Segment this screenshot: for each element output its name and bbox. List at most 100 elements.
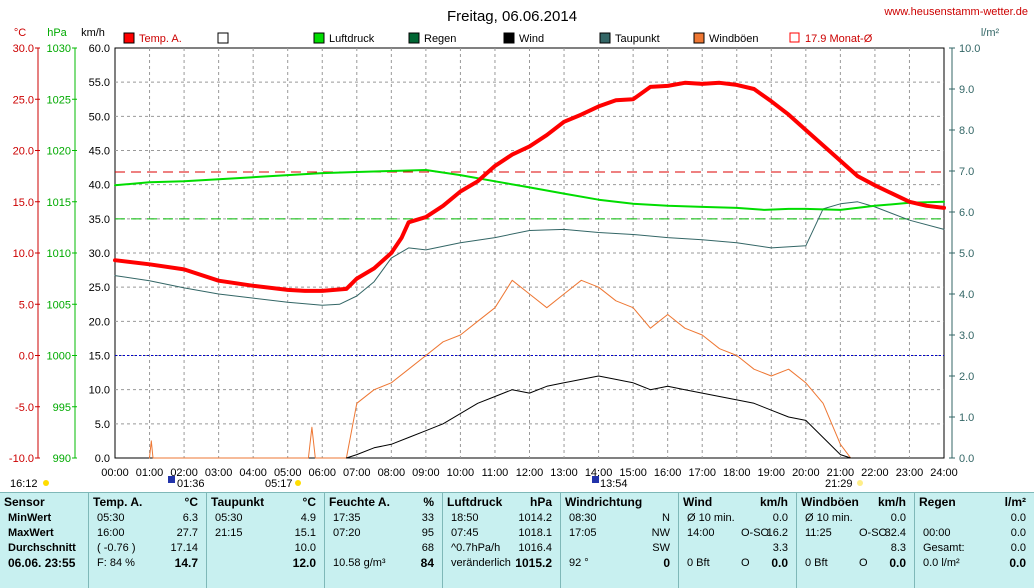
stats-row: ^0.7hPa/h 1016.4 — [447, 541, 556, 556]
stats-column-windb-en: Windböen km/h Ø 10 min. 0.0 11:25 O-SO 32.4 8.3… — [796, 493, 914, 588]
stats-row: 07:20 95 — [329, 526, 438, 541]
stats-cell-direction: O-SO — [859, 527, 888, 539]
wind-tick-label: 25.0 — [89, 282, 110, 294]
stats-cell-value: 0.0 — [889, 556, 906, 570]
series-temp-a — [113, 80, 946, 293]
stats-cell-value: 17.14 — [170, 542, 198, 554]
stats-header: Luftdruck hPa — [447, 493, 556, 511]
legend-swatch — [313, 32, 325, 44]
legend-swatch — [123, 32, 135, 44]
temp-tick-label: -10.0 — [9, 453, 34, 465]
stats-cell-value: 32.4 — [884, 527, 906, 539]
wind-tick-label: 50.0 — [89, 111, 110, 123]
x-tick-label: 03:00 — [205, 467, 233, 479]
stats-row: 21:15 15.1 — [211, 526, 320, 541]
stats-cell-time: 17:35 — [333, 512, 361, 524]
stats-cell-time: 92 ° — [569, 557, 589, 569]
site-url[interactable]: www.heusenstamm-wetter.de — [884, 6, 1028, 18]
stats-header: Regen l/m² — [919, 493, 1030, 511]
temp-tick-label: 25.0 — [13, 94, 34, 106]
rain-tick-label: 0.0 — [959, 453, 974, 465]
stats-cell-value: 95 — [421, 527, 434, 539]
x-tick-label: 10:00 — [447, 467, 475, 479]
unit-temp: °C — [14, 27, 26, 39]
stats-column-luftdruck: Luftdruck hPa 18:50 1014.2 07:45 1018.1 ^0.7hP… — [442, 493, 560, 588]
stats-cell-value: 1015.2 — [515, 556, 552, 570]
stats-row: 12.0 — [211, 556, 320, 571]
stats-cell-time: 00:00 — [923, 527, 951, 539]
stats-cell-time: 0 Bft — [687, 557, 710, 569]
x-tick-label: 02:00 — [170, 467, 198, 479]
sunset-time: 21:29 — [825, 478, 853, 490]
wind-tick-label: 45.0 — [89, 146, 110, 158]
sunset-icon — [857, 480, 863, 486]
wind-tick-label: 35.0 — [89, 214, 110, 226]
stats-row: 17:05 NW — [565, 526, 674, 541]
series-luftdruck — [114, 169, 945, 211]
stats-cell-value: NW — [651, 527, 670, 539]
x-tick-label: 17:00 — [688, 467, 716, 479]
chart-series — [113, 80, 946, 459]
x-tick-label: 07:00 — [343, 467, 371, 479]
x-tick-label: 23:00 — [896, 467, 924, 479]
stats-header: Windböen km/h — [801, 493, 910, 511]
legend-label: Taupunkt — [615, 33, 660, 45]
rain-tick-label: 5.0 — [959, 248, 974, 260]
wind-tick-label: 10.0 — [89, 385, 110, 397]
temp-tick-label: 30.0 — [13, 43, 34, 55]
stats-cell-value: 3.3 — [772, 542, 788, 554]
stats-cell-time: 05:30 — [97, 512, 125, 524]
wind-tick-label: 15.0 — [89, 351, 110, 363]
pressure-tick-label: 990 — [53, 453, 71, 465]
x-tick-label: 24:00 — [930, 467, 958, 479]
stats-row: 16:00 27.7 — [93, 526, 202, 541]
pressure-tick-label: 1030 — [47, 43, 71, 55]
stats-cell-time: Ø 10 min. — [805, 512, 853, 524]
stats-cell-value: 33 — [421, 512, 434, 524]
stats-row: 3.3 — [683, 541, 792, 556]
stats-row: Gesamt: 0.0 — [919, 541, 1030, 556]
pressure-tick-label: 1025 — [47, 94, 71, 106]
stats-row: 11:25 O-SO 32.4 — [801, 526, 910, 541]
stats-cell-value: 6.3 — [182, 512, 198, 524]
stats-header: Taupunkt °C — [211, 493, 320, 511]
stats-header-unit: % — [423, 495, 434, 509]
stats-row: 68 — [329, 541, 438, 556]
stats-column-regen: Regen l/m² 0.0 00:00 0.0 Gesamt: 0.0 0.0 l/m² 0.… — [914, 493, 1034, 588]
stats-panel: Sensor MinWert MaxWert Durchschnitt 06.0… — [0, 492, 1034, 588]
stats-header: Windrichtung — [565, 493, 674, 511]
avg-label: Durchschnitt — [8, 542, 76, 554]
stats-header-title: Taupunkt — [211, 495, 265, 509]
stats-header-unit: km/h — [877, 495, 906, 509]
rain-tick-label: 3.0 — [959, 330, 974, 342]
rain-tick-label: 6.0 — [959, 207, 974, 219]
pressure-tick-label: 995 — [53, 402, 71, 414]
moonrise-icon — [592, 476, 599, 483]
stats-header-unit: hPa — [529, 495, 552, 509]
stats-cell-value: 0 — [663, 556, 670, 570]
stats-cell-time: 0.0 l/m² — [923, 557, 960, 569]
stats-cell-value: 0.0 — [1009, 556, 1026, 570]
stats-cell-value: 1014.2 — [518, 512, 552, 524]
wind-tick-label: 30.0 — [89, 248, 110, 260]
stats-row: 17:35 33 — [329, 511, 438, 526]
stats-cell-time: Gesamt: — [923, 542, 965, 554]
weather-chart: 30.0 25.0 20.0 15.0 10.0 5.0 0.0 -5.0 -10.0 1030 1… — [9, 8, 1000, 490]
stats-cell-time: 05:30 — [215, 512, 243, 524]
sensor-label: Sensor — [4, 495, 45, 509]
x-tick-label: 06:00 — [308, 467, 336, 479]
stats-header-unit: °C — [184, 495, 198, 509]
stats-row: 05:30 4.9 — [211, 511, 320, 526]
stats-column-feuchte-a: Feuchte A.% 17:35 33 07:20 95 68 10.58 g/m³ 84 — [324, 493, 442, 588]
x-tick-label: 13:00 — [550, 467, 578, 479]
temp-tick-label: 20.0 — [13, 146, 34, 158]
rain-tick-label: 4.0 — [959, 289, 974, 301]
stats-cell-value: 0.0 — [1010, 542, 1026, 554]
reference-lines — [115, 171, 944, 356]
stats-row: 0.0 — [919, 511, 1030, 526]
temp-tick-label: 15.0 — [13, 197, 34, 209]
moonset-time: 01:36 — [177, 478, 205, 490]
stats-cell-value: 68 — [421, 542, 434, 554]
stats-cell-value: 16.2 — [766, 527, 788, 539]
stats-header: Temp. A. °C — [93, 493, 202, 511]
